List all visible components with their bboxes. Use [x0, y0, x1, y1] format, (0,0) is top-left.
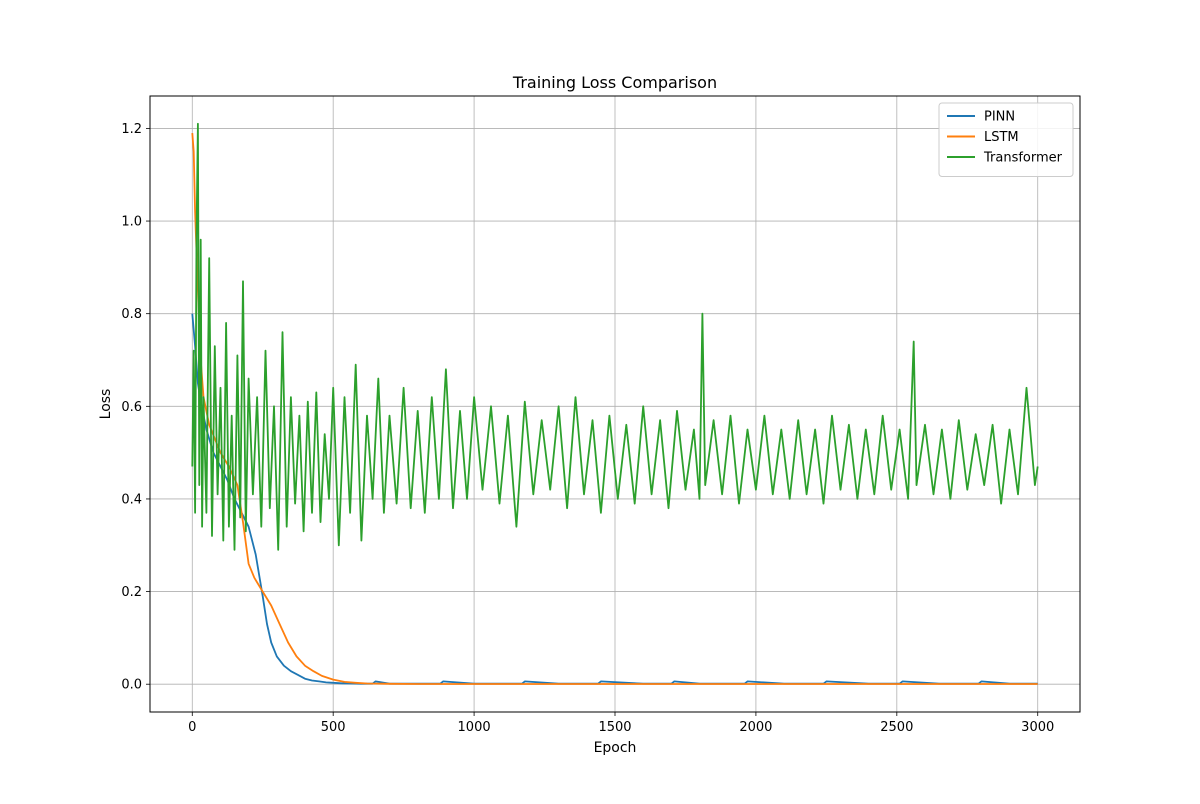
legend-box — [938, 102, 1074, 177]
y-tick-label: 0.8 — [121, 307, 142, 322]
series-line-transformer — [191, 122, 1039, 551]
series-line-lstm — [191, 133, 1038, 685]
y-tick-label: 0.0 — [121, 678, 142, 693]
x-tick-label: 500 — [321, 720, 346, 735]
legend-label: Transformer — [983, 151, 1063, 166]
axis-ticks: 0 500 1000 1500 2000 2500 3000 0.0 0.2 0.4 0.6 0.8 1… — [121, 122, 1054, 735]
series-lines — [191, 122, 1039, 685]
x-tick-label: 0 — [188, 720, 196, 735]
x-tick-label: 3000 — [1021, 720, 1054, 735]
legend: PINN LSTM Transformer — [938, 102, 1074, 177]
x-axis-label: Epoch — [594, 740, 637, 756]
y-tick-label: 1.0 — [121, 215, 142, 230]
legend-label: LSTM — [984, 130, 1019, 145]
chart-title: Training Loss Comparison — [512, 73, 717, 92]
grid — [150, 96, 1080, 712]
y-tick-label: 0.4 — [121, 492, 142, 507]
x-tick-label: 1500 — [598, 720, 631, 735]
x-tick-label: 2500 — [880, 720, 913, 735]
x-tick-label: 2000 — [739, 720, 772, 735]
y-tick-label: 0.2 — [121, 585, 142, 600]
y-axis-label: Loss — [98, 389, 114, 420]
legend-label: PINN — [984, 110, 1015, 125]
y-tick-label: 0.6 — [121, 400, 142, 415]
x-tick-label: 1000 — [458, 720, 491, 735]
y-tick-label: 1.2 — [121, 122, 142, 137]
